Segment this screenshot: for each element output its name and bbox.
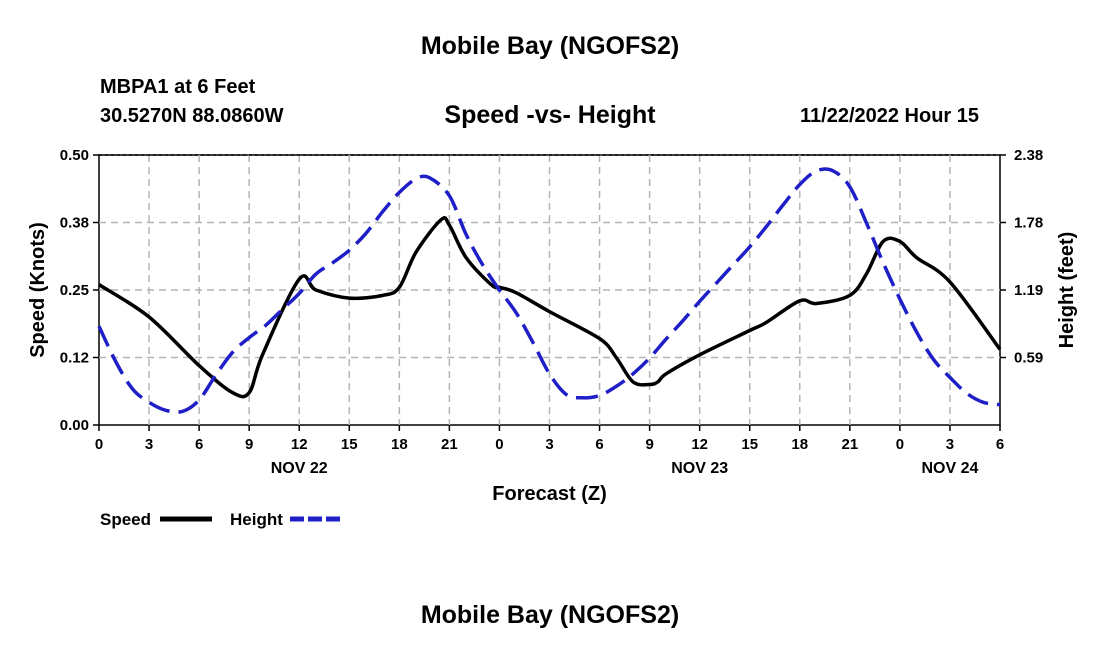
date-label: NOV 24 (921, 460, 978, 477)
station-coordinates: 30.5270N 88.0860W (100, 105, 284, 127)
y-tick-label: 0.38 (60, 215, 89, 232)
x-tick-label: 15 (341, 436, 358, 453)
x-tick-label: 21 (441, 436, 458, 453)
date-label: NOV 23 (671, 460, 728, 477)
page-title-top: Mobile Bay (NGOFS2) (420, 32, 680, 60)
y-tick-label: 0.12 (60, 350, 89, 367)
x-tick-label: 15 (741, 436, 758, 453)
date-label: NOV 22 (271, 460, 328, 477)
x-tick-label: 12 (291, 436, 308, 453)
x-tick-label: 6 (996, 436, 1004, 453)
x-tick-label: 0 (896, 436, 904, 453)
x-tick-label: 3 (545, 436, 553, 453)
y2-tick-label: 0.59 (1014, 350, 1043, 367)
station-label: MBPA1 at 6 Feet (100, 76, 256, 98)
x-tick-label: 6 (595, 436, 603, 453)
x-tick-label: 3 (145, 436, 153, 453)
height-series-line (97, 167, 1001, 414)
x-tick-label: 21 (841, 436, 858, 453)
speed-series-line (98, 216, 1002, 399)
forecast-timestamp: 11/22/2022 Hour 15 (800, 105, 980, 127)
y-tick-label: 0.00 (60, 417, 89, 434)
x-tick-label: 0 (495, 436, 503, 453)
y-tick-label: 0.50 (60, 147, 89, 164)
y2-tick-label: 1.19 (1014, 282, 1043, 299)
y2-tick-label: 1.78 (1014, 215, 1043, 232)
x-tick-label: 9 (645, 436, 653, 453)
x-tick-label: 6 (195, 436, 203, 453)
legend-label-height: Height (230, 510, 283, 529)
x-tick-label: 18 (791, 436, 808, 453)
x-tick-label: 18 (391, 436, 408, 453)
y-tick-label: 0.25 (60, 282, 89, 299)
y2-axis-title: Height (feet) (1056, 232, 1078, 349)
x-tick-label: 9 (245, 436, 253, 453)
y-axis-title: Speed (Knots) (27, 222, 49, 358)
x-tick-label: 0 (95, 436, 103, 453)
x-tick-label: 12 (691, 436, 708, 453)
x-axis-title: Forecast (Z) (492, 483, 606, 505)
page-title-bottom: Mobile Bay (NGOFS2) (420, 601, 680, 629)
chart-title: Speed -vs- Height (444, 101, 656, 129)
x-tick-label: 3 (946, 436, 954, 453)
y2-tick-label: 2.38 (1014, 147, 1043, 164)
legend-label-speed: Speed (100, 510, 151, 529)
